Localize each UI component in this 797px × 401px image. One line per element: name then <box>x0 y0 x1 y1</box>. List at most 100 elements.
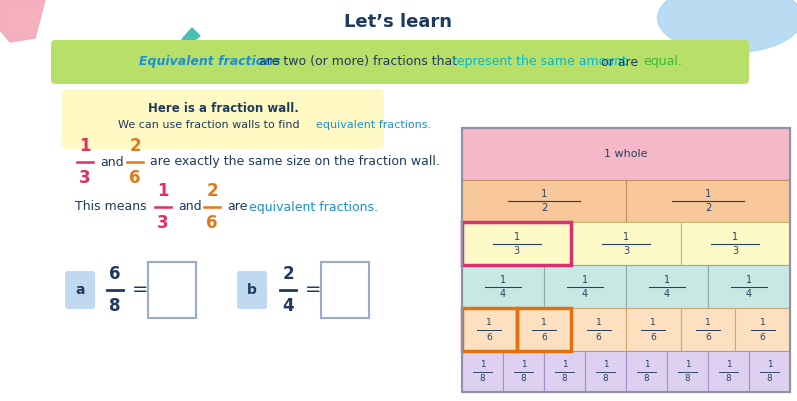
Text: 3: 3 <box>79 169 91 187</box>
Bar <box>462 223 571 265</box>
Bar <box>462 128 790 392</box>
Text: 1: 1 <box>486 318 493 327</box>
Text: Equivalent fractions: Equivalent fractions <box>139 55 281 69</box>
Ellipse shape <box>658 0 797 53</box>
Text: 6: 6 <box>486 332 493 342</box>
Bar <box>462 308 516 351</box>
Text: are two (or more) fractions that: are two (or more) fractions that <box>255 55 461 69</box>
Text: 1: 1 <box>157 182 169 200</box>
Text: 2: 2 <box>206 182 218 200</box>
Text: 1: 1 <box>760 318 766 327</box>
Text: 1: 1 <box>732 232 738 242</box>
FancyBboxPatch shape <box>62 89 384 149</box>
Text: 4: 4 <box>582 289 588 299</box>
Bar <box>462 180 626 223</box>
Text: 2: 2 <box>705 203 711 213</box>
Polygon shape <box>0 0 45 42</box>
Text: 6: 6 <box>541 332 547 342</box>
Text: 1: 1 <box>650 318 656 327</box>
Text: equal.: equal. <box>643 55 682 69</box>
Bar <box>462 308 516 351</box>
Text: 1: 1 <box>541 318 547 327</box>
Bar <box>571 223 681 265</box>
Text: 1: 1 <box>767 360 772 369</box>
Text: 1: 1 <box>726 360 732 369</box>
Text: 1 whole: 1 whole <box>604 149 648 159</box>
Text: are: are <box>227 200 247 213</box>
Bar <box>626 308 681 351</box>
Text: Here is a fraction wall.: Here is a fraction wall. <box>147 101 298 115</box>
Polygon shape <box>175 28 200 55</box>
Text: 4: 4 <box>500 289 506 299</box>
Text: =: = <box>305 281 321 300</box>
Text: and: and <box>100 156 124 168</box>
Bar <box>749 351 790 392</box>
Text: 8: 8 <box>767 374 772 383</box>
Text: 3: 3 <box>732 246 738 256</box>
Bar <box>462 351 503 392</box>
Text: 8: 8 <box>480 374 485 383</box>
Text: 6: 6 <box>650 332 656 342</box>
Text: 8: 8 <box>109 297 121 315</box>
Bar <box>708 265 790 308</box>
Text: 1: 1 <box>623 232 629 242</box>
Bar <box>626 265 708 308</box>
Text: This means: This means <box>75 200 147 213</box>
Bar <box>462 128 790 392</box>
Text: 2: 2 <box>282 265 294 283</box>
Bar <box>516 308 571 351</box>
Bar <box>667 351 708 392</box>
Bar <box>626 180 790 223</box>
Bar <box>544 351 585 392</box>
Bar <box>462 223 571 265</box>
Text: 8: 8 <box>726 374 732 383</box>
FancyBboxPatch shape <box>237 271 267 309</box>
FancyBboxPatch shape <box>65 271 95 309</box>
Text: 8: 8 <box>644 374 650 383</box>
Text: and: and <box>178 200 202 213</box>
Text: 6: 6 <box>206 214 218 232</box>
Text: 2: 2 <box>129 137 141 155</box>
Text: a: a <box>75 283 84 297</box>
Text: equivalent fractions.: equivalent fractions. <box>316 120 431 130</box>
Bar <box>681 223 790 265</box>
Bar <box>626 351 667 392</box>
Text: 8: 8 <box>603 374 608 383</box>
Text: 1: 1 <box>596 318 602 327</box>
Bar <box>571 308 626 351</box>
Text: 1: 1 <box>541 189 548 198</box>
Bar <box>708 351 749 392</box>
Text: 8: 8 <box>685 374 690 383</box>
Text: 1: 1 <box>480 360 485 369</box>
Text: 1: 1 <box>520 360 526 369</box>
Bar <box>736 308 790 351</box>
Text: 1: 1 <box>582 275 588 285</box>
Text: represent the same amount: represent the same amount <box>452 55 627 69</box>
Text: equivalent fractions.: equivalent fractions. <box>249 200 378 213</box>
Text: 1: 1 <box>685 360 690 369</box>
Text: 6: 6 <box>109 265 121 283</box>
Text: b: b <box>247 283 257 297</box>
Text: or are: or are <box>597 55 642 69</box>
Text: 3: 3 <box>513 246 520 256</box>
Text: 2: 2 <box>541 203 548 213</box>
Text: 1: 1 <box>79 137 91 155</box>
Bar <box>544 265 626 308</box>
Text: 6: 6 <box>595 332 602 342</box>
Text: 1: 1 <box>664 275 670 285</box>
Text: 1: 1 <box>746 275 752 285</box>
Text: 1: 1 <box>500 275 506 285</box>
Text: 6: 6 <box>129 169 141 187</box>
Text: 8: 8 <box>562 374 567 383</box>
FancyBboxPatch shape <box>51 40 749 84</box>
Text: 4: 4 <box>746 289 752 299</box>
Text: 1: 1 <box>705 189 711 198</box>
Text: 4: 4 <box>282 297 294 315</box>
Text: 3: 3 <box>157 214 169 232</box>
Bar <box>148 262 196 318</box>
Text: 1: 1 <box>644 360 650 369</box>
Text: We can use fraction walls to find: We can use fraction walls to find <box>118 120 303 130</box>
Text: 6: 6 <box>705 332 711 342</box>
Text: 1: 1 <box>562 360 567 369</box>
Bar <box>585 351 626 392</box>
